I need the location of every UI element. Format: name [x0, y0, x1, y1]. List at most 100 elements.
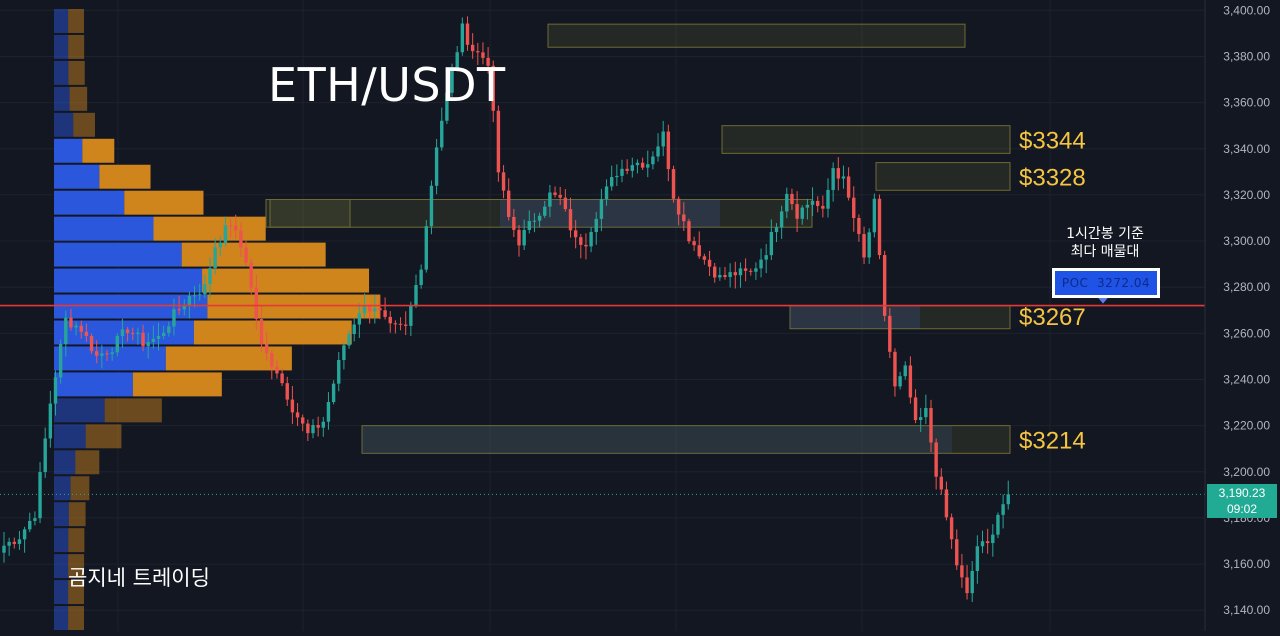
- candle-body: [367, 305, 372, 312]
- candle-body: [888, 315, 892, 352]
- level-label: $3328: [1019, 164, 1086, 191]
- profile-bar-sell: [70, 476, 90, 501]
- annotation-line-1: 1시간봉 기준: [1066, 226, 1144, 242]
- candle-body: [537, 215, 542, 221]
- candle-body: [58, 343, 63, 378]
- candle-body: [512, 216, 516, 230]
- profile-bar-sell: [82, 138, 115, 163]
- candle-body: [388, 316, 392, 324]
- candle-body: [996, 514, 1000, 535]
- candle-body: [53, 377, 58, 404]
- candle-body: [563, 197, 568, 210]
- candle-body: [481, 52, 485, 58]
- candle-body: [311, 425, 315, 434]
- candle-body: [218, 242, 222, 248]
- candle-body: [89, 335, 94, 352]
- candle-body: [280, 373, 284, 384]
- watermark-text: 곰지네 트레이딩: [68, 566, 210, 590]
- candle-body: [110, 352, 114, 355]
- candle-body: [738, 268, 743, 276]
- candle-body: [640, 162, 645, 168]
- candle-body: [244, 247, 248, 263]
- candle-body: [805, 204, 810, 208]
- candle-body: [12, 541, 16, 544]
- candle-body: [342, 345, 346, 361]
- candle-body: [733, 272, 737, 276]
- profile-bar-buy: [54, 372, 133, 397]
- candle-body: [929, 407, 933, 443]
- profile-bar-buy: [54, 450, 76, 475]
- current-price-tag: 3,190.23 09:02: [1207, 484, 1277, 518]
- candle-body: [249, 262, 253, 288]
- profile-bar-sell: [68, 580, 85, 605]
- candle-body: [290, 399, 295, 413]
- candle-body: [970, 570, 974, 594]
- candle-body: [728, 272, 732, 277]
- candle-body: [79, 325, 83, 332]
- candle-body: [754, 268, 758, 272]
- candle-body: [223, 225, 228, 243]
- profile-bar-buy: [54, 9, 69, 33]
- profile-bar-sell: [68, 9, 85, 33]
- candle-body: [831, 168, 835, 190]
- candle-body: [553, 192, 557, 195]
- candle-body: [702, 256, 707, 260]
- candle-body: [69, 317, 73, 328]
- price-axis[interactable]: 3,140.003,160.003,180.003,200.003,220.00…: [1204, 0, 1280, 631]
- zone-box: [875, 162, 1011, 191]
- profile-bar-sell: [69, 86, 88, 111]
- candle-body: [707, 259, 712, 267]
- candle-body: [852, 197, 856, 218]
- profile-bar-sell: [202, 268, 370, 293]
- poc-pointer: [1098, 297, 1108, 304]
- candle-body: [434, 147, 439, 186]
- candle-body: [151, 338, 156, 342]
- candle-body: [882, 255, 887, 316]
- profile-bar-buy: [54, 242, 182, 267]
- candle-body: [872, 198, 877, 233]
- candle-body: [450, 67, 454, 93]
- profile-bar-buy: [54, 606, 69, 630]
- axis-tick-label: 3,300.00: [1223, 234, 1270, 248]
- candle-body: [352, 324, 356, 335]
- candle-body: [800, 207, 804, 219]
- profile-bar-sell: [99, 164, 151, 189]
- candle-body: [295, 412, 300, 418]
- axis-tick-label: 3,380.00: [1223, 49, 1270, 63]
- candle-body: [646, 164, 650, 168]
- candle-body: [826, 189, 830, 209]
- candle-body: [203, 284, 207, 295]
- profile-bar-sell: [68, 606, 85, 630]
- candle-body: [465, 23, 470, 45]
- candle-body: [424, 226, 428, 270]
- zone-box-blue: [500, 199, 720, 228]
- candle-body: [779, 211, 784, 228]
- candle-body: [357, 313, 362, 325]
- profile-bar-sell: [132, 372, 222, 397]
- candle-body: [2, 545, 6, 553]
- candle-body: [749, 270, 753, 272]
- zone-box-blue: [362, 425, 952, 454]
- candle-body: [239, 230, 243, 248]
- candle-body: [924, 407, 928, 418]
- candle-body: [548, 192, 552, 207]
- candle-body: [419, 269, 423, 286]
- candle-body: [841, 176, 846, 179]
- candle-body: [697, 245, 701, 257]
- candle-body: [182, 305, 186, 310]
- zone-box: [361, 425, 1011, 454]
- candle-body: [774, 227, 779, 233]
- profile-bar-buy: [54, 476, 71, 501]
- candle-body: [857, 217, 861, 235]
- candle-body: [676, 198, 681, 215]
- candle-body: [64, 317, 68, 344]
- candle-body: [198, 294, 202, 296]
- candle-body: [22, 529, 27, 540]
- candle-body: [960, 565, 964, 578]
- candle-body: [95, 351, 99, 356]
- candle-body: [913, 397, 918, 420]
- candle-body: [635, 162, 640, 166]
- profile-bar-buy: [54, 294, 208, 319]
- candle-body: [594, 218, 598, 233]
